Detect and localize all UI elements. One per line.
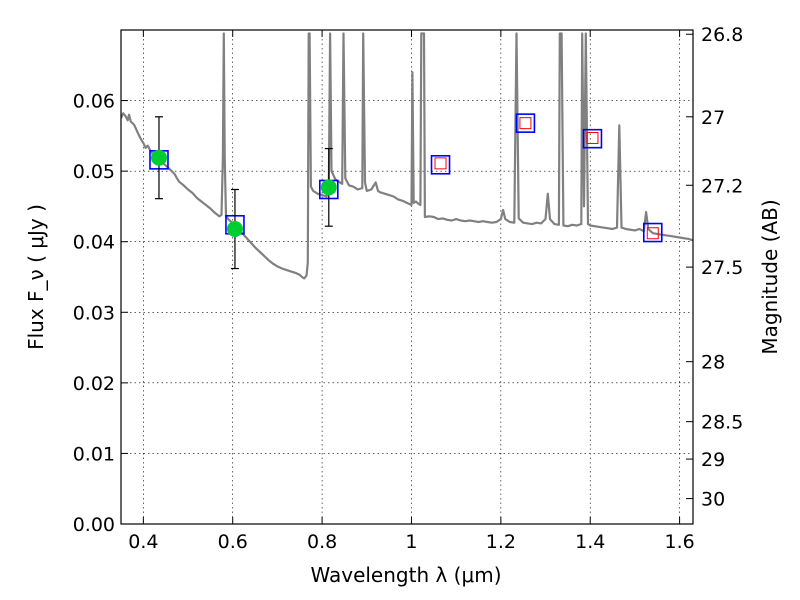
model-photometry-inner-square — [519, 117, 532, 130]
y-tick-label: 0.01 — [73, 443, 115, 465]
x-tick-label: 0.4 — [128, 531, 158, 553]
right-tick-label: 26.8 — [701, 24, 743, 46]
right-axis-label: Magnitude (AB) — [758, 199, 782, 354]
x-axis-label: Wavelength λ (μm) — [310, 563, 501, 587]
grid-lines — [121, 30, 693, 524]
right-tick-label: 30 — [701, 489, 725, 511]
axis-ticks: 0.4 0.6 0.8 1 1.2 1.4 1.6 0.00 0.01 0.02 0.03 0.04 0… — [73, 24, 744, 553]
model-photometry-inner-square — [586, 131, 599, 144]
x-tick-label: 0.6 — [218, 531, 248, 553]
right-tick-label: 29 — [701, 449, 725, 471]
x-tick-label: 0.8 — [307, 531, 337, 553]
observed-point — [226, 221, 243, 238]
y-axis-label: Flux F_ν ( μJy ) — [24, 204, 48, 350]
model-photometry-inner-square — [646, 227, 659, 240]
plot-frame — [120, 29, 694, 525]
y-tick-label: 0.06 — [73, 91, 115, 113]
model-photometry-square — [582, 128, 603, 149]
y-tick-label: 0.04 — [73, 232, 115, 254]
x-tick-label: 1.4 — [575, 531, 605, 553]
observed-point — [320, 179, 337, 196]
photometry-marks — [149, 113, 663, 270]
x-tick-label: 1 — [405, 531, 417, 553]
right-tick-label: 28 — [701, 352, 725, 374]
x-tick-label: 1.6 — [664, 531, 694, 553]
y-tick-label: 0.00 — [73, 514, 115, 536]
model-photometry-inner-square — [434, 157, 447, 170]
model-photometry-square — [515, 113, 536, 133]
observed-point — [150, 149, 167, 166]
right-tick-label: 27 — [701, 107, 725, 129]
model-spectrum-line — [121, 32, 693, 280]
right-tick-label: 28.5 — [701, 412, 743, 434]
model-photometry-square — [430, 154, 451, 175]
right-tick-label: 27.5 — [701, 257, 743, 279]
y-tick-label: 0.02 — [73, 373, 115, 395]
x-tick-label: 1.2 — [486, 531, 516, 553]
y-tick-label: 0.05 — [73, 161, 115, 183]
y-tick-label: 0.03 — [73, 302, 115, 324]
right-tick-label: 27.2 — [701, 175, 743, 197]
model-photometry-square — [642, 222, 663, 243]
